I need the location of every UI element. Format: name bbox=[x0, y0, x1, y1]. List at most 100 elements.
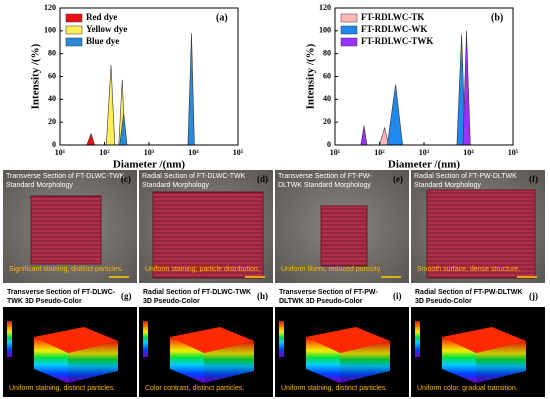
panel-caption: Significant staining, distinct particles… bbox=[9, 266, 123, 273]
x-tick-label: 10³ bbox=[144, 148, 155, 157]
x-tick-label: 10³ bbox=[419, 148, 430, 157]
pseudo-3d-side bbox=[476, 341, 526, 383]
panel-label: (g) bbox=[121, 291, 132, 301]
color-scale bbox=[7, 321, 12, 357]
color-scale bbox=[143, 321, 148, 357]
panel-label: (h) bbox=[257, 291, 268, 301]
x-tick-label: 10¹ bbox=[55, 148, 66, 157]
panel-title: Standard Morphology bbox=[414, 182, 481, 189]
panel-label: (f) bbox=[529, 174, 538, 184]
pseudo-3d-side bbox=[204, 341, 254, 383]
specimen bbox=[426, 189, 536, 279]
pseudo-3d-side bbox=[170, 337, 204, 383]
panel-caption: Uniform staining, particle distribution. bbox=[145, 266, 260, 273]
panel-title: Transverse Section of FT-DLWC-TWK bbox=[6, 173, 125, 180]
x-tick-label: 10² bbox=[374, 148, 385, 157]
panel-label: (e) bbox=[393, 174, 403, 184]
legend-swatch bbox=[340, 25, 358, 35]
y-tick-label: 120 bbox=[44, 3, 56, 12]
plot-frame bbox=[334, 7, 514, 146]
title-band bbox=[411, 287, 545, 307]
x-tick-label: 10⁵ bbox=[508, 148, 519, 157]
pseudo-3d-side bbox=[68, 341, 118, 383]
y-axis-label: Intensity /(%) bbox=[305, 43, 317, 109]
title-band bbox=[139, 287, 273, 307]
panel-label: (c) bbox=[121, 174, 131, 184]
y-tick-label: 80 bbox=[48, 48, 56, 57]
panel-caption: Uniform fibers, reduced porosity. bbox=[281, 266, 382, 273]
legend-swatch bbox=[65, 37, 83, 47]
panel-title: Radial Section of FT-DLWC-TWK bbox=[143, 289, 251, 296]
panel-caption: Uniform staining, distinct particles. bbox=[9, 385, 115, 392]
legend-label: Yellow dye bbox=[86, 24, 127, 34]
pseudo-3d-side bbox=[442, 337, 476, 383]
pseudo-3d bbox=[34, 327, 118, 353]
pseudo-3d-side bbox=[306, 337, 340, 383]
y-tick-label: 60 bbox=[48, 71, 56, 80]
legend-swatch bbox=[340, 13, 358, 23]
panel-label: (a) bbox=[216, 12, 228, 23]
y-tick-label: 80 bbox=[323, 48, 331, 57]
panel-title: Radial Section of FT-PW-DLTWK bbox=[414, 173, 517, 180]
pseudo-3d bbox=[306, 327, 390, 353]
specimen bbox=[30, 195, 102, 265]
plot-frame bbox=[59, 7, 239, 146]
panel-label: (j) bbox=[529, 291, 538, 301]
y-tick-label: 20 bbox=[48, 117, 56, 126]
panel-title: TWK 3D Pseudo-Color bbox=[7, 298, 82, 305]
legend-label: Red dye bbox=[86, 12, 117, 22]
panel-caption: Uniform color, gradual transition. bbox=[417, 385, 518, 392]
color-scale bbox=[279, 321, 284, 357]
legend-swatch bbox=[65, 13, 83, 23]
panel-caption: Smooth surface, dense structure. bbox=[417, 266, 520, 273]
legend-label: FT-RDLWC-WK bbox=[361, 24, 427, 34]
peak-area bbox=[379, 126, 389, 146]
legend-swatch bbox=[65, 25, 83, 35]
panel-title: Radial Section of FT-DLWC-TWK bbox=[142, 173, 246, 180]
specimen bbox=[152, 191, 264, 279]
x-tick-label: 10⁵ bbox=[233, 148, 244, 157]
panel-title: DLTWK 3D Pseudo-Color bbox=[279, 298, 363, 305]
title-band bbox=[275, 287, 409, 307]
x-tick-label: 10⁴ bbox=[463, 148, 474, 157]
panel-title: Radial Section of FT-PW-DLTWK bbox=[415, 289, 522, 296]
legend-label: Blue dye bbox=[86, 36, 119, 46]
legend-label: FT-RDLWC-TWK bbox=[361, 36, 433, 46]
panel-caption: Color contrast, distinct particles. bbox=[145, 385, 244, 392]
y-tick-label: 0 bbox=[327, 140, 331, 149]
pseudo-3d-side bbox=[340, 341, 390, 383]
peak-area bbox=[86, 132, 96, 146]
x-axis-label: Diameter /(nm) bbox=[388, 159, 461, 171]
legend-swatch bbox=[340, 37, 358, 47]
panel-title: DLTWK Standard Morphology bbox=[278, 182, 371, 189]
panel-title: Standard Morphology bbox=[6, 182, 73, 189]
panel-label: (b) bbox=[491, 12, 503, 23]
title-band bbox=[3, 287, 137, 307]
specimen bbox=[320, 205, 368, 267]
color-scale bbox=[415, 321, 420, 357]
y-tick-label: 0 bbox=[52, 140, 56, 149]
x-tick-label: 10⁴ bbox=[188, 148, 199, 157]
panel-caption: Uniform staining, distinct particles. bbox=[281, 385, 387, 392]
x-tick-label: 10² bbox=[99, 148, 110, 157]
legend-label: FT-RDLWC-TK bbox=[361, 12, 424, 22]
x-axis-label: Diameter /(nm) bbox=[113, 159, 186, 171]
panel-label: (i) bbox=[393, 291, 402, 301]
panel-title: Transverse Section of FT-PW- bbox=[278, 173, 372, 180]
y-tick-label: 40 bbox=[48, 94, 56, 103]
y-axis-label: Intensity /(%) bbox=[30, 43, 42, 109]
y-tick-label: 20 bbox=[323, 117, 331, 126]
panel-title: Transverse Section of FT-PW- bbox=[279, 289, 378, 296]
pseudo-3d-side bbox=[34, 337, 68, 383]
x-tick-label: 10¹ bbox=[330, 148, 341, 157]
pseudo-3d bbox=[442, 327, 526, 353]
y-tick-label: 120 bbox=[319, 3, 331, 12]
y-tick-label: 60 bbox=[323, 71, 331, 80]
peak-area bbox=[386, 34, 466, 146]
panel-title: Transverse Section of FT-DLWC- bbox=[7, 289, 116, 296]
peak-area bbox=[119, 33, 195, 146]
pseudo-3d bbox=[170, 327, 254, 353]
panel-title: 3D Pseudo-Color bbox=[143, 298, 200, 305]
panel-label: (d) bbox=[257, 174, 268, 184]
